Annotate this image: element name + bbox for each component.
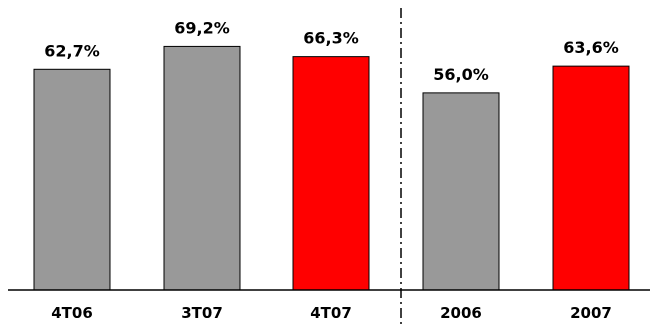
bar-4T06 bbox=[33, 68, 111, 291]
bar-2006 bbox=[422, 92, 500, 291]
bar-2007 bbox=[552, 65, 630, 291]
value-label-2007: 63,6% bbox=[563, 38, 619, 57]
category-label-4T06: 4T06 bbox=[51, 304, 93, 322]
bar-3T07 bbox=[163, 45, 241, 291]
value-label-3T07: 69,2% bbox=[174, 18, 230, 37]
category-label-2007: 2007 bbox=[570, 304, 612, 322]
value-label-2006: 56,0% bbox=[433, 65, 489, 84]
category-label-2006: 2006 bbox=[440, 304, 482, 322]
category-labels-layer: 4T06 3T07 4T07 2006 2007 bbox=[51, 304, 612, 322]
category-label-4T07: 4T07 bbox=[310, 304, 352, 322]
value-labels-layer: 62,7% 69,2% 66,3% 56,0% 63,6% bbox=[44, 18, 619, 83]
bar-4T07 bbox=[292, 56, 370, 291]
category-label-3T07: 3T07 bbox=[181, 304, 223, 322]
value-label-4T06: 62,7% bbox=[44, 41, 100, 60]
bars-layer bbox=[33, 45, 630, 291]
value-label-4T07: 66,3% bbox=[303, 29, 359, 48]
